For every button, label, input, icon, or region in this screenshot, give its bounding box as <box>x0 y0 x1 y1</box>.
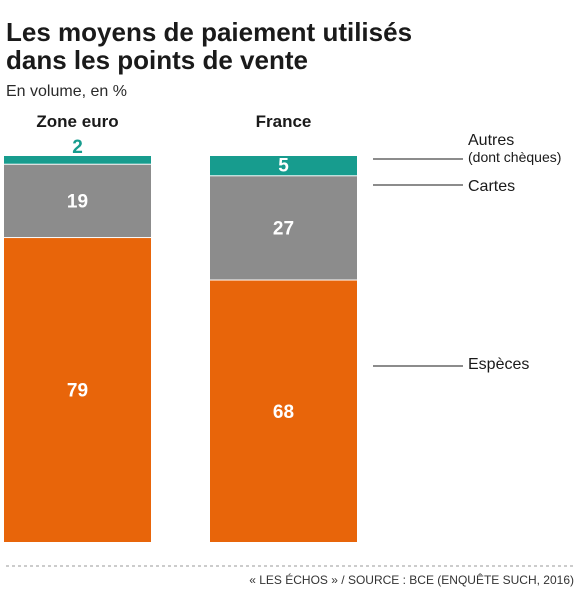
data-label: 68 <box>273 402 294 423</box>
chart-subtitle: En volume, en % <box>6 83 127 100</box>
data-label: 2 <box>72 137 83 158</box>
bars-layer: Zone euro 79 19 2 France 68 27 5 <box>4 112 357 542</box>
legend-layer: Autres(dont chèques) Cartes Espèces <box>373 132 561 373</box>
legend-label: Cartes <box>468 178 515 195</box>
bar-segment <box>210 156 357 176</box>
legend-sublabel: (dont chèques) <box>468 149 561 165</box>
data-label: 27 <box>273 218 294 239</box>
bar-segment <box>4 156 151 164</box>
category-label: France <box>256 112 312 131</box>
chart-title-line-2: dans les points de vente <box>6 45 308 75</box>
legend-label: Autres <box>468 132 514 149</box>
category-label: Zone euro <box>36 112 118 131</box>
legend-label: Espèces <box>468 356 529 373</box>
data-label: 19 <box>67 191 88 212</box>
chart-title-line-1: Les moyens de paiement utilisés <box>6 17 412 47</box>
data-label: 79 <box>67 381 88 402</box>
source-note: « LES ÉCHOS » / SOURCE : BCE (ENQUÊTE SU… <box>249 572 574 587</box>
bar-segment <box>4 238 151 542</box>
data-label: 5 <box>278 156 289 177</box>
bar-segment <box>210 280 357 542</box>
bar-segment <box>210 176 357 280</box>
bar-segment <box>4 164 151 238</box>
